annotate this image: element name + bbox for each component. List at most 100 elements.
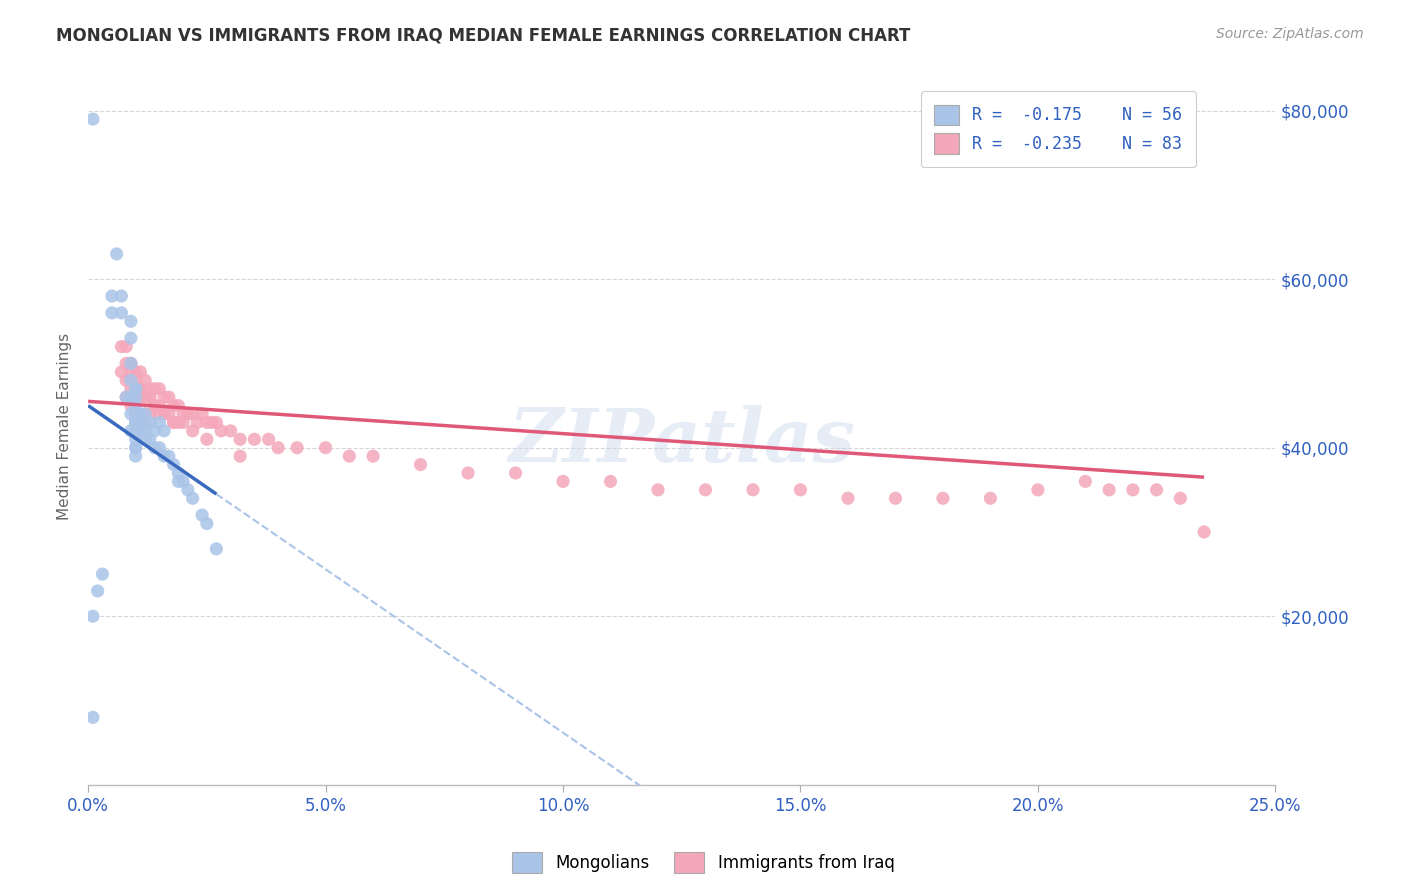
Point <box>979 491 1001 506</box>
Point <box>932 491 955 506</box>
Point <box>129 416 152 430</box>
Point <box>91 567 114 582</box>
Legend: R =  -0.175    N = 56, R =  -0.235    N = 83: R = -0.175 N = 56, R = -0.235 N = 83 <box>921 91 1195 167</box>
Point <box>153 407 176 421</box>
Point <box>115 340 138 354</box>
Point <box>129 407 152 421</box>
Point <box>267 441 290 455</box>
Point <box>195 416 218 430</box>
Point <box>120 356 142 370</box>
Point <box>157 390 180 404</box>
Point <box>162 399 184 413</box>
Point <box>120 407 142 421</box>
Point <box>124 416 146 430</box>
Point <box>162 458 184 472</box>
Point <box>124 382 146 396</box>
Point <box>315 441 337 455</box>
Point <box>229 432 252 446</box>
Point <box>162 416 184 430</box>
Point <box>195 516 218 531</box>
Point <box>409 458 432 472</box>
Point <box>186 416 208 430</box>
Point <box>695 483 717 497</box>
Point <box>172 416 194 430</box>
Point <box>153 449 176 463</box>
Point <box>157 407 180 421</box>
Point <box>789 483 811 497</box>
Point <box>1098 483 1121 497</box>
Point <box>124 382 146 396</box>
Point <box>86 583 108 598</box>
Point <box>153 424 176 438</box>
Point <box>167 399 190 413</box>
Point <box>124 407 146 421</box>
Text: MONGOLIAN VS IMMIGRANTS FROM IRAQ MEDIAN FEMALE EARNINGS CORRELATION CHART: MONGOLIAN VS IMMIGRANTS FROM IRAQ MEDIAN… <box>56 27 911 45</box>
Point <box>181 424 204 438</box>
Point <box>148 416 170 430</box>
Point <box>139 390 162 404</box>
Point <box>361 449 384 463</box>
Point <box>181 407 204 421</box>
Point <box>181 491 204 506</box>
Point <box>120 382 142 396</box>
Point <box>177 483 200 497</box>
Point <box>1192 524 1215 539</box>
Point <box>337 449 360 463</box>
Point <box>134 390 156 404</box>
Point <box>129 382 152 396</box>
Point <box>129 365 152 379</box>
Point <box>129 407 152 421</box>
Point <box>124 416 146 430</box>
Point <box>191 407 214 421</box>
Point <box>143 424 166 438</box>
Point <box>124 390 146 404</box>
Y-axis label: Median Female Earnings: Median Female Earnings <box>58 333 72 520</box>
Point <box>120 331 142 345</box>
Point <box>110 289 132 303</box>
Point <box>201 416 224 430</box>
Point <box>110 306 132 320</box>
Point <box>167 416 190 430</box>
Point <box>129 390 152 404</box>
Point <box>124 441 146 455</box>
Point <box>139 416 162 430</box>
Point <box>837 491 859 506</box>
Point <box>124 407 146 421</box>
Point <box>120 356 142 370</box>
Point <box>134 416 156 430</box>
Point <box>172 475 194 489</box>
Point <box>205 541 228 556</box>
Point <box>120 424 142 438</box>
Point <box>172 407 194 421</box>
Point <box>167 475 190 489</box>
Legend: Mongolians, Immigrants from Iraq: Mongolians, Immigrants from Iraq <box>505 846 901 880</box>
Point <box>1170 491 1192 506</box>
Point <box>153 390 176 404</box>
Point <box>205 416 228 430</box>
Point <box>1074 475 1097 489</box>
Point <box>110 340 132 354</box>
Point <box>124 373 146 387</box>
Point <box>1146 483 1168 497</box>
Point <box>139 432 162 446</box>
Point <box>82 710 104 724</box>
Point <box>229 449 252 463</box>
Point <box>134 373 156 387</box>
Point <box>1026 483 1049 497</box>
Point <box>148 441 170 455</box>
Point <box>101 289 124 303</box>
Point <box>647 483 669 497</box>
Point <box>505 466 527 480</box>
Point <box>110 365 132 379</box>
Point <box>599 475 621 489</box>
Point <box>124 424 146 438</box>
Point <box>120 390 142 404</box>
Point <box>82 609 104 624</box>
Point <box>120 399 142 413</box>
Text: Source: ZipAtlas.com: Source: ZipAtlas.com <box>1216 27 1364 41</box>
Point <box>124 382 146 396</box>
Text: ZIPatlas: ZIPatlas <box>509 405 855 477</box>
Point <box>115 390 138 404</box>
Point <box>209 424 232 438</box>
Point <box>124 449 146 463</box>
